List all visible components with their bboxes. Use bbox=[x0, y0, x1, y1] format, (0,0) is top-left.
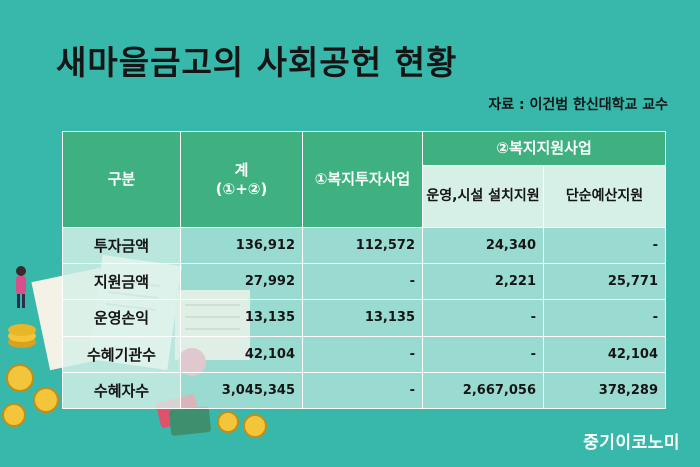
cell-col1: - bbox=[302, 263, 423, 301]
cell-total: 27,992 bbox=[180, 263, 303, 301]
publisher-logo: 중기이코노미 bbox=[583, 433, 680, 453]
cell-col3: 378,289 bbox=[542, 371, 667, 410]
cell-col3: - bbox=[542, 226, 667, 265]
table-row: 수혜자수 3,045,345 - 2,667,056 378,289 bbox=[62, 371, 667, 410]
header-total-formula: (①+②) bbox=[215, 179, 268, 198]
table-row: 운영손익 13,135 13,135 - - bbox=[62, 299, 667, 337]
cell-col1: - bbox=[302, 371, 423, 410]
cell-total: 42,104 bbox=[180, 335, 303, 373]
cell-total: 3,045,345 bbox=[180, 371, 303, 410]
row-label: 수혜자수 bbox=[62, 371, 181, 410]
cell-col3: 42,104 bbox=[542, 335, 667, 373]
cell-col2: - bbox=[422, 299, 544, 337]
header-col2: 운영,시설 설치지원 bbox=[422, 165, 544, 228]
source-note: 자료 : 이건범 한신대학교 교수 bbox=[488, 97, 668, 113]
row-label: 운영손익 bbox=[62, 299, 181, 337]
cell-total: 136,912 bbox=[180, 226, 303, 265]
table-row: 투자금액 136,912 112,572 24,340 - bbox=[62, 226, 667, 265]
cell-col1: 112,572 bbox=[302, 226, 423, 265]
row-label: 수혜기관수 bbox=[62, 335, 181, 373]
cell-col2: - bbox=[422, 335, 544, 373]
page-title: 새마을금고의 사회공헌 현황 bbox=[56, 43, 458, 82]
cell-col3: - bbox=[542, 299, 667, 337]
table-row: 수혜기관수 42,104 - - 42,104 bbox=[62, 335, 667, 373]
row-label: 지원금액 bbox=[62, 263, 181, 301]
cell-total: 13,135 bbox=[180, 299, 303, 337]
header-col1: ①복지투자사업 bbox=[302, 131, 423, 228]
woman-figure-icon bbox=[16, 266, 26, 308]
cell-col2: 2,221 bbox=[422, 263, 544, 301]
status-table: 구분 계 (①+②) ①복지투자사업 ②복지지원사업 운영,시설 설치지원 단순… bbox=[62, 131, 667, 410]
header-col3: 단순예산지원 bbox=[542, 165, 667, 228]
cell-col3: 25,771 bbox=[542, 263, 667, 301]
cell-col1: 13,135 bbox=[302, 299, 423, 337]
cell-col2: 2,667,056 bbox=[422, 371, 544, 410]
header-category: 구분 bbox=[62, 131, 181, 228]
header-total: 계 (①+②) bbox=[180, 131, 303, 228]
row-label: 투자금액 bbox=[62, 226, 181, 265]
cell-col1: - bbox=[302, 335, 423, 373]
coin-stack-icon bbox=[2, 324, 267, 438]
table-row: 지원금액 27,992 - 2,221 25,771 bbox=[62, 263, 667, 301]
cell-col2: 24,340 bbox=[422, 226, 544, 265]
header-group2: ②복지지원사업 bbox=[421, 131, 667, 166]
header-total-label: 계 bbox=[234, 160, 249, 179]
